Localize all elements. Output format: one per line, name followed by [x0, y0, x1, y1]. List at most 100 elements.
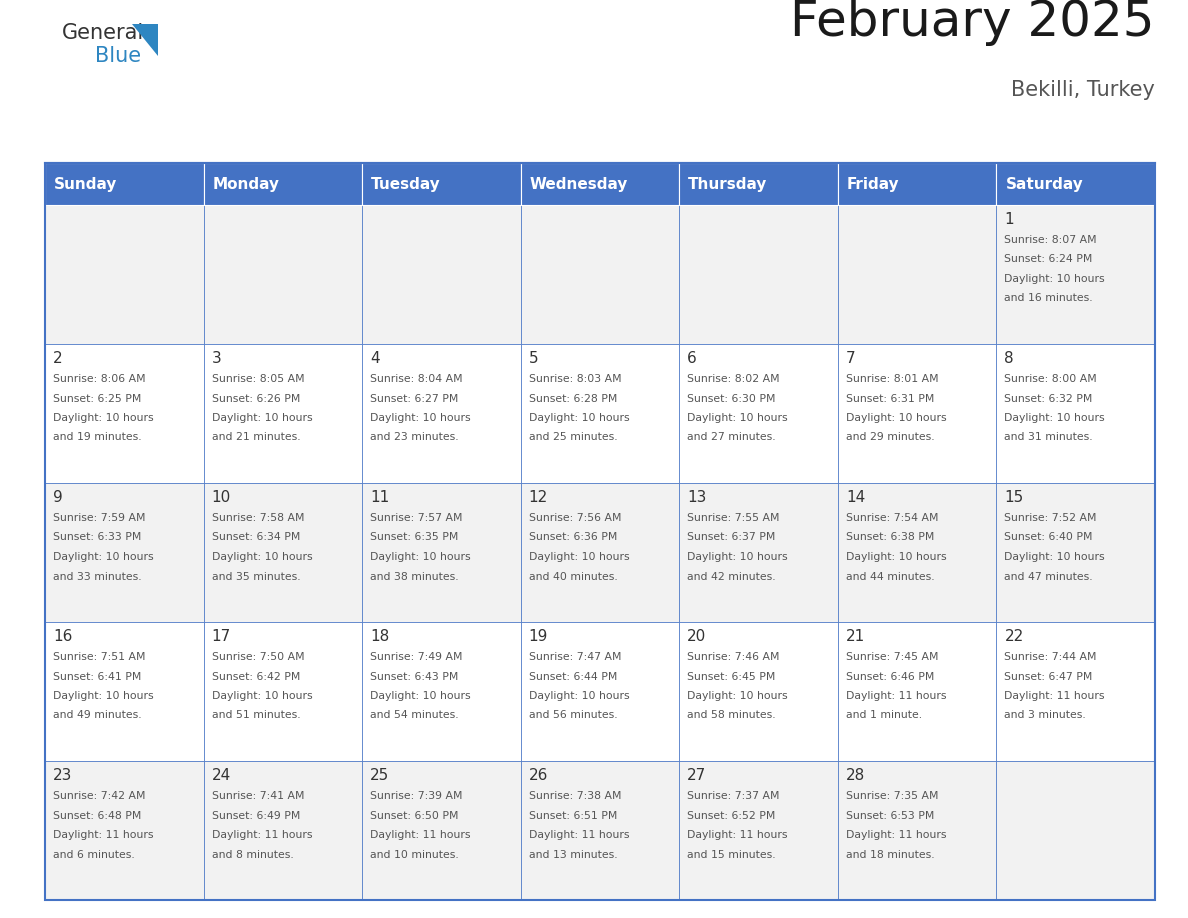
- FancyBboxPatch shape: [680, 163, 838, 205]
- Text: and 8 minutes.: and 8 minutes.: [211, 849, 293, 859]
- FancyBboxPatch shape: [997, 622, 1155, 761]
- Text: Bekilli, Turkey: Bekilli, Turkey: [1011, 80, 1155, 100]
- Text: Daylight: 10 hours: Daylight: 10 hours: [846, 413, 947, 423]
- FancyBboxPatch shape: [45, 761, 203, 900]
- FancyBboxPatch shape: [680, 483, 838, 622]
- Text: and 56 minutes.: and 56 minutes.: [529, 711, 618, 721]
- Text: and 54 minutes.: and 54 minutes.: [371, 711, 459, 721]
- Text: Friday: Friday: [847, 176, 899, 192]
- FancyBboxPatch shape: [997, 344, 1155, 483]
- Text: Daylight: 11 hours: Daylight: 11 hours: [846, 830, 947, 840]
- Text: 20: 20: [688, 629, 707, 644]
- Text: Sunrise: 8:02 AM: Sunrise: 8:02 AM: [688, 374, 779, 384]
- Text: Sunrise: 8:04 AM: Sunrise: 8:04 AM: [371, 374, 463, 384]
- Text: 8: 8: [1004, 351, 1015, 366]
- Text: 17: 17: [211, 629, 230, 644]
- Text: Daylight: 10 hours: Daylight: 10 hours: [53, 413, 153, 423]
- FancyBboxPatch shape: [838, 344, 997, 483]
- Text: Sunset: 6:40 PM: Sunset: 6:40 PM: [1004, 532, 1093, 543]
- Text: and 21 minutes.: and 21 minutes.: [211, 432, 301, 442]
- Text: and 51 minutes.: and 51 minutes.: [211, 711, 301, 721]
- Text: Thursday: Thursday: [688, 176, 767, 192]
- Text: Sunset: 6:25 PM: Sunset: 6:25 PM: [53, 394, 141, 404]
- Text: Sunrise: 7:51 AM: Sunrise: 7:51 AM: [53, 652, 145, 662]
- Text: Sunrise: 7:46 AM: Sunrise: 7:46 AM: [688, 652, 779, 662]
- FancyBboxPatch shape: [45, 344, 203, 483]
- Text: and 42 minutes.: and 42 minutes.: [688, 572, 776, 581]
- Text: Daylight: 11 hours: Daylight: 11 hours: [53, 830, 153, 840]
- Text: 6: 6: [688, 351, 697, 366]
- Text: Monday: Monday: [213, 176, 279, 192]
- Text: Sunset: 6:47 PM: Sunset: 6:47 PM: [1004, 671, 1093, 681]
- FancyBboxPatch shape: [520, 761, 680, 900]
- Text: Sunset: 6:50 PM: Sunset: 6:50 PM: [371, 811, 459, 821]
- FancyBboxPatch shape: [45, 483, 203, 622]
- Text: Daylight: 10 hours: Daylight: 10 hours: [688, 552, 788, 562]
- Text: 9: 9: [53, 490, 63, 505]
- Text: Sunrise: 7:37 AM: Sunrise: 7:37 AM: [688, 791, 779, 801]
- Text: Daylight: 10 hours: Daylight: 10 hours: [529, 413, 630, 423]
- FancyBboxPatch shape: [362, 622, 520, 761]
- Text: Sunrise: 7:42 AM: Sunrise: 7:42 AM: [53, 791, 145, 801]
- Text: Daylight: 10 hours: Daylight: 10 hours: [371, 552, 470, 562]
- FancyBboxPatch shape: [203, 163, 362, 205]
- Text: and 15 minutes.: and 15 minutes.: [688, 849, 776, 859]
- Text: Sunrise: 7:35 AM: Sunrise: 7:35 AM: [846, 791, 939, 801]
- Text: and 33 minutes.: and 33 minutes.: [53, 572, 141, 581]
- Text: 4: 4: [371, 351, 380, 366]
- Text: 25: 25: [371, 768, 390, 783]
- Text: Sunday: Sunday: [53, 176, 118, 192]
- Text: 7: 7: [846, 351, 855, 366]
- Text: Sunset: 6:42 PM: Sunset: 6:42 PM: [211, 671, 299, 681]
- Text: Daylight: 10 hours: Daylight: 10 hours: [1004, 413, 1105, 423]
- FancyBboxPatch shape: [362, 344, 520, 483]
- FancyBboxPatch shape: [838, 761, 997, 900]
- FancyBboxPatch shape: [45, 205, 203, 344]
- Text: Daylight: 10 hours: Daylight: 10 hours: [529, 552, 630, 562]
- Text: 3: 3: [211, 351, 221, 366]
- FancyBboxPatch shape: [520, 622, 680, 761]
- FancyBboxPatch shape: [203, 483, 362, 622]
- Text: Sunrise: 7:54 AM: Sunrise: 7:54 AM: [846, 513, 939, 523]
- Text: 5: 5: [529, 351, 538, 366]
- FancyBboxPatch shape: [520, 483, 680, 622]
- Text: and 1 minute.: and 1 minute.: [846, 711, 922, 721]
- Text: Sunset: 6:43 PM: Sunset: 6:43 PM: [371, 671, 459, 681]
- Text: and 16 minutes.: and 16 minutes.: [1004, 294, 1093, 304]
- FancyBboxPatch shape: [362, 163, 520, 205]
- Text: 19: 19: [529, 629, 548, 644]
- Text: Sunrise: 7:59 AM: Sunrise: 7:59 AM: [53, 513, 145, 523]
- Text: Sunrise: 8:07 AM: Sunrise: 8:07 AM: [1004, 235, 1097, 245]
- Text: Daylight: 10 hours: Daylight: 10 hours: [688, 691, 788, 701]
- Text: Sunrise: 7:44 AM: Sunrise: 7:44 AM: [1004, 652, 1097, 662]
- Text: Sunrise: 7:47 AM: Sunrise: 7:47 AM: [529, 652, 621, 662]
- Text: Daylight: 10 hours: Daylight: 10 hours: [211, 552, 312, 562]
- Text: Sunrise: 8:03 AM: Sunrise: 8:03 AM: [529, 374, 621, 384]
- FancyBboxPatch shape: [680, 622, 838, 761]
- FancyBboxPatch shape: [45, 163, 203, 205]
- Text: and 40 minutes.: and 40 minutes.: [529, 572, 618, 581]
- Text: Daylight: 10 hours: Daylight: 10 hours: [371, 413, 470, 423]
- Text: Sunset: 6:51 PM: Sunset: 6:51 PM: [529, 811, 617, 821]
- FancyBboxPatch shape: [680, 344, 838, 483]
- FancyBboxPatch shape: [362, 761, 520, 900]
- Text: and 35 minutes.: and 35 minutes.: [211, 572, 301, 581]
- Text: Sunrise: 8:01 AM: Sunrise: 8:01 AM: [846, 374, 939, 384]
- Text: Tuesday: Tuesday: [371, 176, 441, 192]
- FancyBboxPatch shape: [997, 163, 1155, 205]
- Text: Sunset: 6:27 PM: Sunset: 6:27 PM: [371, 394, 459, 404]
- Text: 24: 24: [211, 768, 230, 783]
- Text: 1: 1: [1004, 212, 1015, 227]
- Text: 13: 13: [688, 490, 707, 505]
- Text: and 27 minutes.: and 27 minutes.: [688, 432, 776, 442]
- Text: Daylight: 10 hours: Daylight: 10 hours: [846, 552, 947, 562]
- Text: 12: 12: [529, 490, 548, 505]
- Text: and 29 minutes.: and 29 minutes.: [846, 432, 935, 442]
- Text: Daylight: 10 hours: Daylight: 10 hours: [211, 413, 312, 423]
- Text: Sunset: 6:34 PM: Sunset: 6:34 PM: [211, 532, 299, 543]
- Text: Sunrise: 7:49 AM: Sunrise: 7:49 AM: [371, 652, 462, 662]
- Text: Sunset: 6:36 PM: Sunset: 6:36 PM: [529, 532, 617, 543]
- Text: 23: 23: [53, 768, 72, 783]
- FancyBboxPatch shape: [997, 205, 1155, 344]
- Text: Blue: Blue: [95, 46, 141, 66]
